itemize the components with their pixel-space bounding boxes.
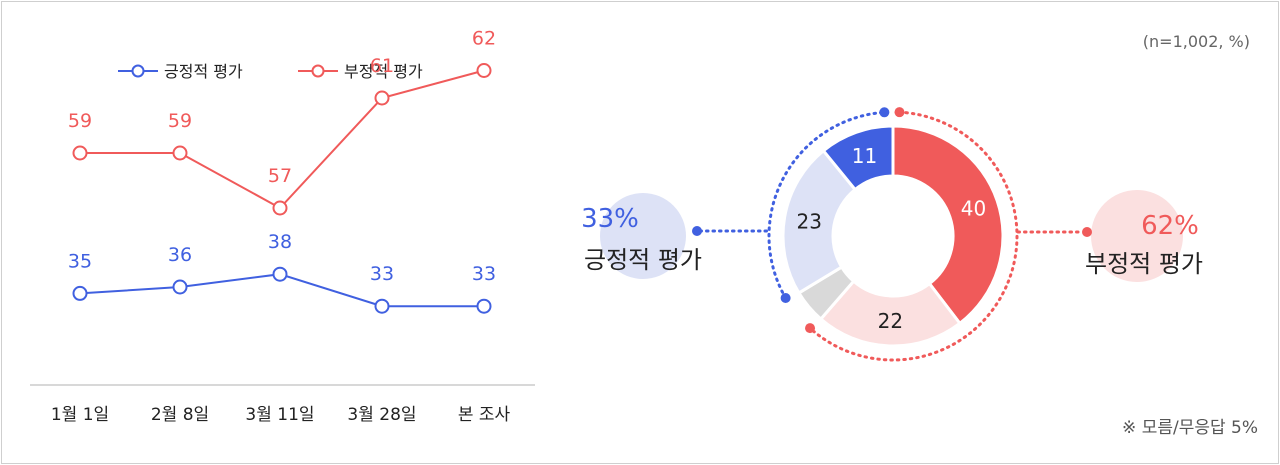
- data-label-positive: 38: [268, 231, 292, 253]
- data-label-positive: 33: [370, 263, 394, 285]
- negative-bracket-arc-end: [894, 107, 905, 118]
- footnote: ※ 모름/무응답 5%: [1122, 418, 1258, 438]
- donut-segment: [891, 124, 1005, 326]
- negative-summary-bubble: [1091, 190, 1183, 282]
- positive-summary-label: 긍정적 평가: [584, 246, 702, 274]
- point-positive: [172, 279, 188, 295]
- point-positive: [272, 266, 288, 282]
- point-negative: [476, 63, 492, 78]
- sample-size-note: (n=1,002, %): [1143, 32, 1250, 51]
- legend-label-positive: 긍정적 평가: [164, 62, 243, 81]
- positive-bracket-arc-end: [780, 293, 791, 303]
- data-label-positive: 35: [68, 250, 92, 272]
- point-positive: [374, 298, 390, 314]
- donut-label: 22: [878, 309, 903, 333]
- donut-segment: [818, 279, 962, 348]
- data-label-negative: 62: [472, 28, 496, 50]
- negative-bracket-arc: [808, 110, 1019, 362]
- x-tick-label: 3월 28일: [347, 405, 416, 425]
- negative-summary-label: 부정적 평가: [1085, 250, 1203, 278]
- point-negative: [374, 90, 390, 106]
- series-line-negative: [80, 69, 485, 210]
- data-label-negative: 59: [68, 110, 92, 132]
- point-positive: [476, 298, 492, 314]
- donut-label: 11: [852, 144, 877, 168]
- donut-chart: 40 22 23 11 33% 긍정적 평가 62% 부정적 평가: [581, 107, 1203, 362]
- data-label-negative: 57: [268, 165, 292, 187]
- point-negative: [272, 200, 288, 216]
- legend: 긍정적 평가 부정적 평가: [118, 62, 423, 81]
- legend-marker-negative: [311, 64, 325, 78]
- donut-segment: [821, 124, 895, 192]
- negative-bracket-arc-end: [805, 323, 816, 334]
- donut-label: 40: [961, 197, 986, 221]
- x-tick-label: 2월 8일: [151, 405, 209, 425]
- point-positive: [72, 285, 88, 301]
- legend-marker-positive: [131, 64, 145, 78]
- donut-label: 23: [797, 210, 822, 234]
- positive-summary-bubble: [600, 193, 686, 279]
- donut-segment: [781, 148, 858, 296]
- data-label-positive: 36: [168, 244, 192, 266]
- data-label-positive: 33: [472, 263, 496, 285]
- point-negative: [72, 145, 88, 161]
- line-chart: 긍정적 평가 부정적 평가 35 36 38 33 33 59 59 57 61 62 1월 1일 2월 …: [51, 28, 511, 426]
- x-tick-label: 본 조사: [458, 405, 511, 425]
- x-tick-label: 3월 11일: [245, 405, 314, 425]
- positive-summary-percent: 33%: [581, 204, 639, 234]
- data-label-negative: 61: [370, 55, 394, 77]
- negative-summary-percent: 62%: [1141, 211, 1199, 241]
- positive-bracket-arc: [767, 110, 886, 300]
- x-tick-label: 1월 1일: [51, 405, 109, 425]
- point-negative: [172, 145, 188, 161]
- positive-bracket-arc-end: [879, 107, 890, 118]
- negative-connector-dot: [1082, 227, 1092, 237]
- legend-label-negative: 부정적 평가: [344, 62, 423, 81]
- data-label-negative: 59: [168, 110, 192, 132]
- positive-connector-dot: [692, 226, 702, 236]
